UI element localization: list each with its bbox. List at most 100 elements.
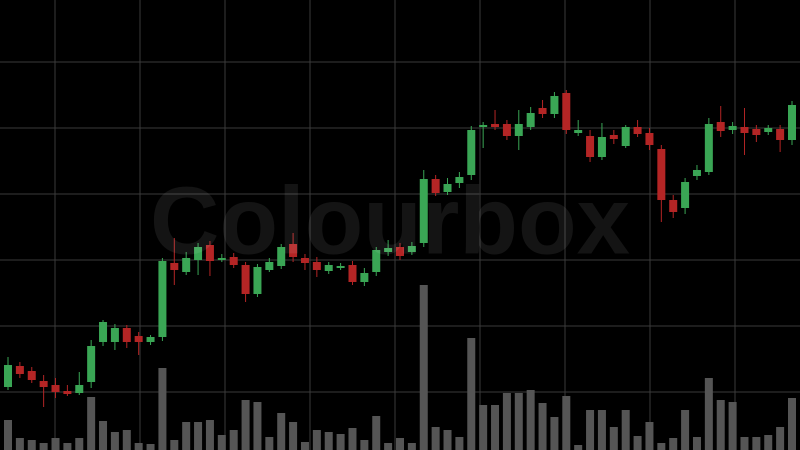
candle-body (788, 105, 796, 140)
volume-bar (63, 443, 72, 450)
volume-bar (491, 405, 500, 450)
candle-body (764, 128, 773, 132)
candle-body (99, 322, 108, 342)
volume-bar (514, 393, 523, 450)
candle-body (621, 127, 630, 146)
candle-body (336, 266, 345, 268)
volume-bar (479, 405, 488, 450)
volume-bar (609, 427, 618, 450)
volume-bar (134, 443, 143, 450)
volume-bar (550, 417, 559, 450)
candle-body (740, 127, 749, 133)
volume-bar (407, 443, 416, 450)
candle-body (146, 337, 155, 342)
volume-bar (4, 420, 12, 450)
volume-bar (597, 410, 606, 450)
volume-bar (122, 430, 131, 450)
volume-bar (312, 430, 321, 450)
volume-bar (752, 437, 761, 450)
candle-body (134, 336, 143, 342)
volume-bar (645, 422, 654, 450)
candle-body (27, 371, 36, 380)
candle-body (550, 96, 559, 114)
volume-bar (229, 430, 238, 450)
volume-bar (704, 378, 713, 450)
candle-body (491, 124, 500, 127)
volume-bar (728, 402, 737, 450)
candle-body (324, 265, 333, 271)
volume-bar (289, 422, 298, 450)
volume-bar (75, 438, 84, 450)
volume-bar (716, 400, 725, 450)
candle-body (110, 328, 119, 342)
candle-body (597, 137, 606, 157)
candle-body (182, 258, 191, 272)
volume-bar (99, 421, 108, 450)
volume-bar (360, 440, 369, 450)
volume-bar (538, 403, 547, 450)
volume-bar (110, 432, 119, 450)
candle-body (645, 133, 654, 145)
volume-bar (39, 443, 48, 450)
candle-body (431, 179, 440, 193)
volume-bar (764, 435, 773, 450)
volume-bar (692, 437, 701, 450)
candle-body (716, 122, 725, 131)
candle-body (39, 381, 48, 387)
candle-body (692, 170, 701, 176)
watermark: Colourbox (150, 167, 630, 274)
candle-body (479, 125, 488, 127)
volume-bar (574, 445, 583, 450)
candle-body (229, 257, 238, 265)
candle-body (384, 248, 393, 252)
candle-body (657, 149, 666, 200)
candle-body (502, 124, 511, 136)
candle-body (87, 346, 96, 382)
volume-bar (443, 430, 452, 450)
volume-bar (51, 438, 60, 450)
plot (0, 61, 800, 450)
volume-bar (384, 443, 393, 450)
volume-bar (277, 413, 286, 450)
volume-bar (15, 438, 24, 450)
candle-body (609, 135, 618, 139)
candle-body (158, 261, 167, 337)
volume-bar (372, 416, 381, 450)
candle-body (75, 385, 84, 393)
candle-body (348, 265, 357, 282)
volume-bar (158, 368, 167, 450)
volume-bar (562, 396, 571, 450)
candle-body (4, 365, 12, 387)
candle-body (419, 179, 428, 243)
candle-body (538, 108, 547, 114)
candle-body (467, 130, 476, 175)
volume-bar (396, 438, 404, 450)
volume-bar (657, 443, 666, 450)
candle-body (455, 177, 464, 183)
candle-body (372, 250, 381, 272)
candle-body (205, 245, 214, 261)
candle-body (752, 129, 761, 135)
candle-body (217, 258, 226, 260)
volume-bar (502, 393, 511, 450)
volume-bar (27, 440, 36, 450)
volume-bar (633, 436, 642, 450)
volume-bar (87, 397, 96, 450)
volume-bar (170, 440, 179, 450)
volume-bar (205, 420, 214, 450)
volume-bar (586, 410, 595, 450)
volume-bar (621, 410, 630, 450)
volume-bar (146, 444, 155, 450)
candle-body (669, 200, 678, 212)
candle-body (170, 263, 179, 270)
candle-body (681, 182, 690, 208)
volume-bar (526, 390, 535, 450)
candle-body (586, 136, 595, 157)
volume-bar (300, 442, 309, 450)
candle-body (241, 265, 250, 294)
volume-bar (419, 285, 428, 450)
candle-body (15, 366, 24, 374)
volume-bar (194, 422, 203, 450)
